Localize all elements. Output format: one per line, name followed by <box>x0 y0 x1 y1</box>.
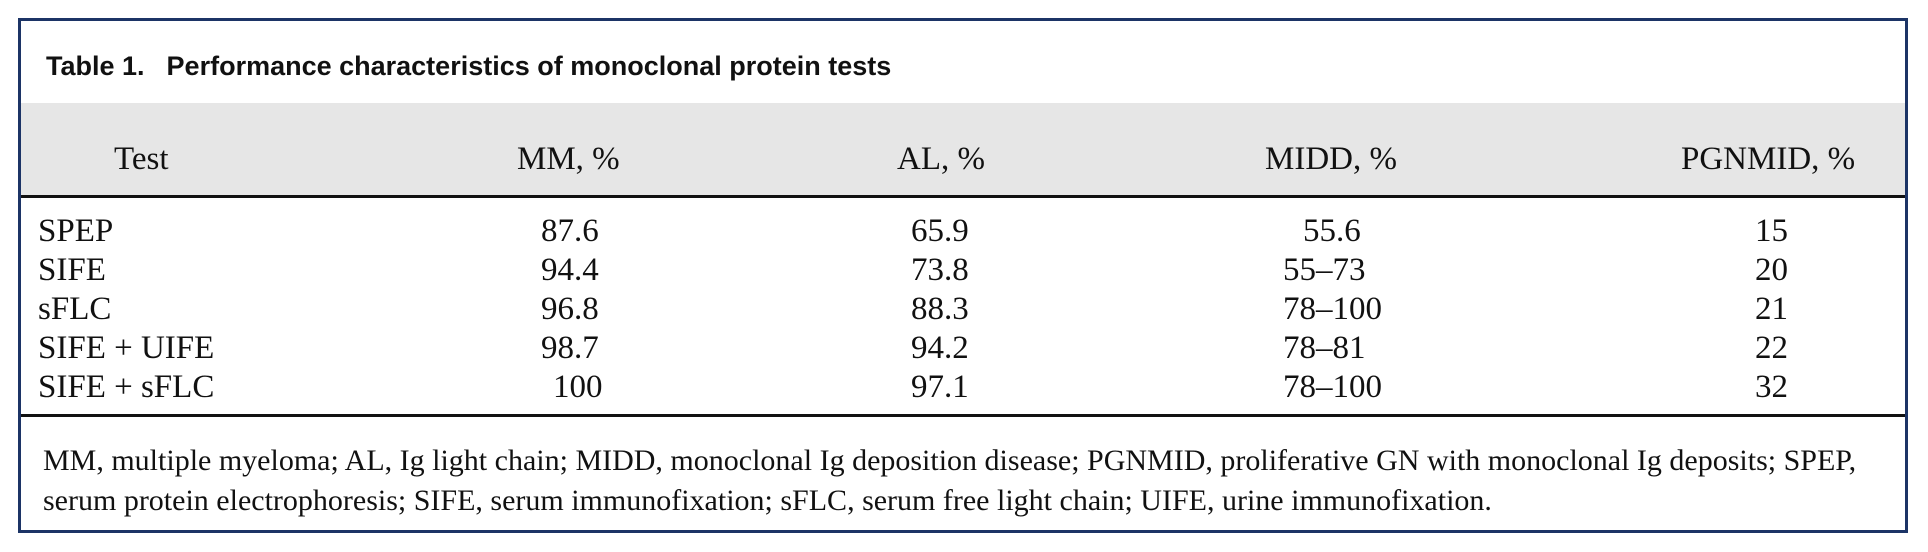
cell-test: sFLC <box>38 291 112 327</box>
column-header-mm: MM, % <box>517 141 620 177</box>
cell-midd: 55–73 <box>1283 252 1366 288</box>
cell-pgnmid: 21 <box>1755 291 1788 327</box>
column-header-pgnmid: PGNMID, % <box>1681 141 1856 177</box>
cell-pgnmid: 32 <box>1755 369 1788 405</box>
cell-midd: 78–100 <box>1283 291 1382 327</box>
cell-test: SIFE <box>38 252 106 288</box>
cell-al: 65.9 <box>911 213 969 249</box>
cell-mm: 87.6 <box>541 213 599 249</box>
cell-al: 88.3 <box>911 291 969 327</box>
column-header-test: Test <box>114 141 169 177</box>
table-caption: Table 1. Performance characteristics of m… <box>46 51 891 82</box>
table-bottom-rule <box>21 414 1905 417</box>
cell-midd: 55.6 <box>1303 213 1361 249</box>
cell-pgnmid: 15 <box>1755 213 1788 249</box>
table-frame: Table 1. Performance characteristics of m… <box>18 18 1908 533</box>
column-header-midd: MIDD, % <box>1265 141 1397 177</box>
table-title: Performance characteristics of monoclona… <box>166 51 892 81</box>
cell-test: SPEP <box>38 213 114 249</box>
cell-al: 94.2 <box>911 330 969 366</box>
cell-mm: 94.4 <box>541 252 599 288</box>
table-header: Test MM, % AL, % MIDD, % PGNMID, % <box>21 103 1905 198</box>
column-header-al: AL, % <box>897 141 985 177</box>
cell-al: 97.1 <box>911 369 969 405</box>
cell-mm: 96.8 <box>541 291 599 327</box>
table-label: Table 1. <box>46 51 145 81</box>
cell-pgnmid: 22 <box>1755 330 1788 366</box>
cell-mm: 98.7 <box>541 330 599 366</box>
table-footnote: MM, multiple myeloma; AL, Ig light chain… <box>43 444 1857 517</box>
cell-midd: 78–100 <box>1283 369 1382 405</box>
cell-al: 73.8 <box>911 252 969 288</box>
cell-test: SIFE + UIFE <box>38 330 215 366</box>
cell-midd: 78–81 <box>1283 330 1366 366</box>
cell-test: SIFE + sFLC <box>38 369 215 405</box>
cell-mm: 100 <box>553 369 603 405</box>
cell-pgnmid: 20 <box>1755 252 1788 288</box>
